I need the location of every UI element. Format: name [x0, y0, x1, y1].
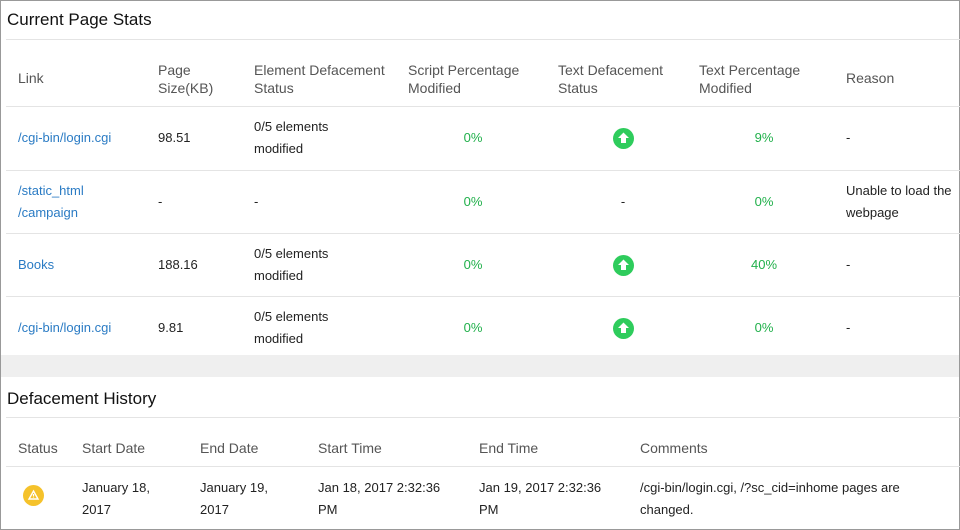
column-header-start-time: Start Time [318, 440, 382, 456]
page-size: 9.81 [158, 320, 184, 335]
row-link[interactable]: /cgi-bin/login.cgi [18, 130, 112, 145]
page-size: 188.16 [158, 257, 198, 272]
element-status: 0/5 elements modified [254, 246, 329, 283]
column-header-end-date: End Date [200, 440, 259, 456]
page-size: - [158, 194, 163, 209]
script-pct: 0% [463, 257, 483, 272]
up-arrow-icon [613, 318, 634, 339]
script-pct: 0% [463, 320, 483, 335]
text-pct: 0% [754, 320, 774, 335]
element-status: - [254, 194, 259, 209]
current-page-stats-title: Current Page Stats [7, 10, 152, 29]
row-link[interactable]: /static_html /campaign [18, 183, 84, 220]
column-header-reason: Reason [846, 70, 895, 86]
text-status: - [620, 194, 626, 209]
column-header-text-status: Text Defacement Status [558, 62, 664, 96]
text-pct: 0% [754, 194, 774, 209]
reason: Unable to load the webpage [846, 183, 952, 220]
column-header-start-date: Start Date [82, 440, 146, 456]
section-separator [1, 355, 959, 377]
start-time: Jan 18, 2017 2:32:36 PM [318, 480, 441, 517]
warning-icon [23, 485, 44, 506]
element-status: 0/5 elements modified [254, 119, 329, 156]
defacement-history-title: Defacement History [7, 389, 157, 408]
start-date: January 18, 2017 [82, 480, 150, 517]
reason: - [846, 257, 851, 272]
divider [6, 233, 960, 234]
page-size: 98.51 [158, 130, 191, 145]
reason: - [846, 130, 851, 145]
divider [6, 106, 960, 107]
column-header-comments: Comments [640, 440, 708, 456]
row-link[interactable]: Books [18, 257, 55, 272]
column-header-status: Status [18, 440, 58, 456]
element-status: 0/5 elements modified [254, 309, 329, 346]
column-header-script-pct: Script Percentage Modified [408, 62, 520, 96]
divider [6, 170, 960, 171]
divider [6, 39, 960, 40]
end-time: Jan 19, 2017 2:32:36 PM [479, 480, 602, 517]
row-link[interactable]: /cgi-bin/login.cgi [18, 320, 112, 335]
up-arrow-icon [613, 255, 634, 276]
text-pct: 40% [750, 257, 778, 272]
column-header-link: Link [18, 70, 44, 86]
script-pct: 0% [463, 194, 483, 209]
column-header-end-time: End Time [479, 440, 539, 456]
up-arrow-icon [613, 128, 634, 149]
divider [6, 417, 960, 418]
end-date: January 19, 2017 [200, 480, 268, 517]
column-header-page-size: Page Size(KB) [158, 62, 214, 96]
divider [6, 466, 960, 467]
comments: /cgi-bin/login.cgi, /?sc_cid=inhome page… [640, 480, 900, 517]
script-pct: 0% [463, 130, 483, 145]
divider [6, 296, 960, 297]
reason: - [846, 320, 851, 335]
column-header-element-status: Element Defacement Status [254, 62, 385, 96]
column-header-text-pct: Text Percentage Modified [699, 62, 801, 96]
text-pct: 9% [754, 130, 774, 145]
